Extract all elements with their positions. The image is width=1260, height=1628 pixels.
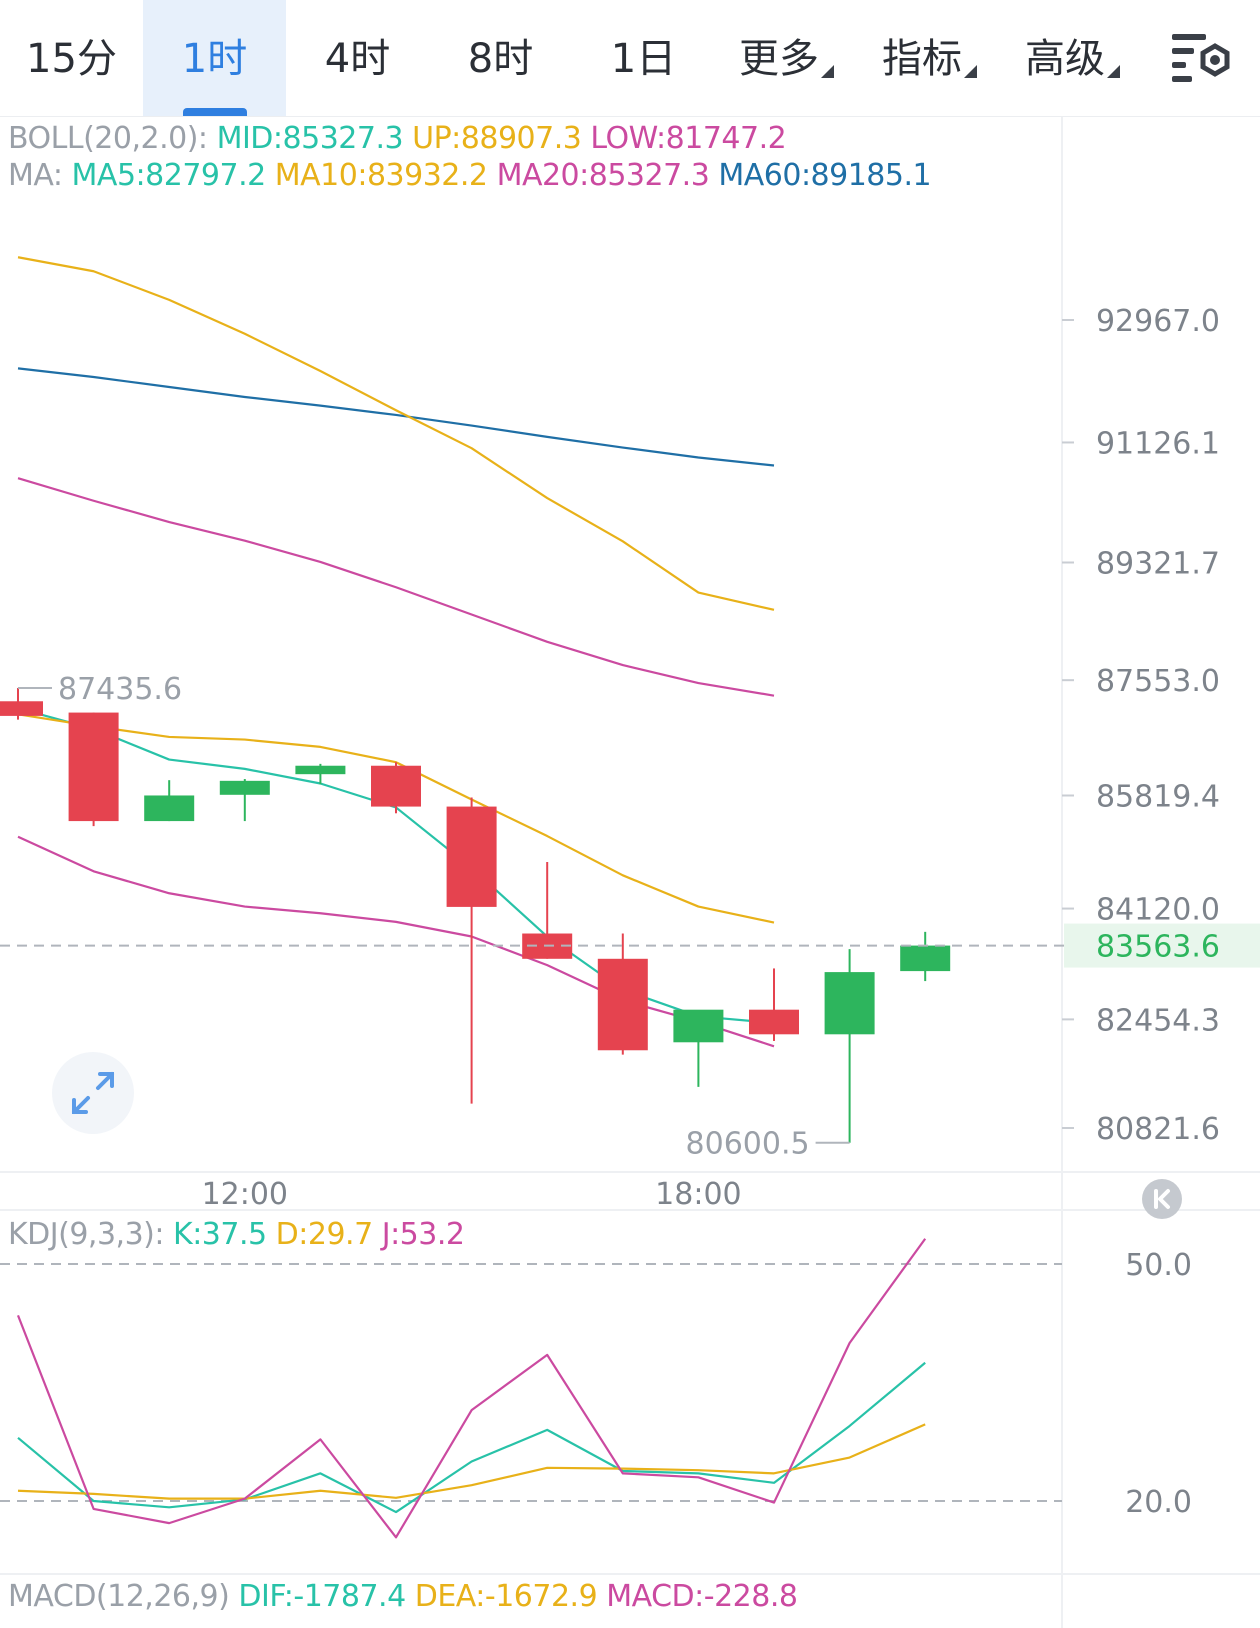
kdj-axis-label: 50.0 bbox=[1125, 1248, 1192, 1283]
tab-label: 1时 bbox=[181, 36, 248, 82]
candle-body bbox=[295, 765, 346, 775]
candle bbox=[219, 779, 270, 822]
kdj-legend-name: KDJ(9,3,3): bbox=[8, 1217, 164, 1252]
active-tab-indicator bbox=[182, 108, 247, 116]
candle-body bbox=[219, 780, 270, 795]
price-axis-label: 92967.0 bbox=[1096, 304, 1220, 339]
price-axis-label: 82454.3 bbox=[1096, 1003, 1220, 1038]
tab-3[interactable]: 8时 bbox=[429, 0, 572, 116]
ma5-value: MA5:82797.2 bbox=[71, 158, 267, 193]
kdj-line-j bbox=[16, 1238, 927, 1539]
candle bbox=[522, 861, 573, 959]
boll-legend-name: BOLL(20,2.0): bbox=[8, 121, 208, 156]
tab-label: 1日 bbox=[610, 36, 677, 82]
timeframe-tab-bar: 15分 1时 4时 8时 1日 更多 指标 高级 bbox=[0, 0, 1260, 117]
kdj-d-value: D:29.7 bbox=[275, 1217, 374, 1252]
kdj-legend: KDJ(9,3,3): K:37.5 D:29.7 J:53.2 bbox=[8, 1216, 465, 1253]
last-price-badge bbox=[1064, 923, 1260, 968]
candle-body bbox=[824, 972, 875, 1035]
dropdown-caret-icon bbox=[1107, 65, 1120, 78]
tab-label: 高级 bbox=[1025, 36, 1105, 82]
series-line-boll-up bbox=[17, 256, 775, 611]
price-axis-label: 84120.0 bbox=[1096, 893, 1220, 928]
ma10-value: MA10:83932.2 bbox=[274, 158, 488, 193]
candle-body bbox=[144, 795, 195, 822]
kdj-line-d bbox=[17, 1423, 926, 1500]
expand-chart-button[interactable] bbox=[52, 1052, 134, 1134]
tab-label: 更多 bbox=[739, 36, 819, 82]
macd-histogram-value: MACD:-228.8 bbox=[606, 1579, 798, 1614]
tab-7[interactable]: 高级 bbox=[1001, 0, 1144, 116]
kdj-k-value: K:37.5 bbox=[173, 1217, 267, 1252]
tab-label: 15分 bbox=[26, 36, 117, 82]
tab-6[interactable]: 指标 bbox=[858, 0, 1001, 116]
candle bbox=[0, 687, 43, 720]
tab-4[interactable]: 1日 bbox=[572, 0, 715, 116]
candle bbox=[295, 763, 346, 785]
main-indicator-legend: BOLL(20,2.0): MID:85327.3 UP:88907.3 LOW… bbox=[8, 120, 932, 194]
ma-legend-name: MA: bbox=[8, 158, 63, 193]
candle bbox=[749, 968, 799, 1041]
ma20-value: MA20:85327.3 bbox=[496, 158, 710, 193]
candle bbox=[144, 780, 195, 822]
tab-label: 4时 bbox=[324, 36, 391, 82]
tab-2[interactable]: 4时 bbox=[286, 0, 429, 116]
tab-5[interactable]: 更多 bbox=[715, 0, 858, 116]
boll-up-value: UP:88907.3 bbox=[412, 121, 582, 156]
candle bbox=[900, 931, 951, 982]
candle-body bbox=[749, 1009, 799, 1035]
macd-dea-value: DEA:-1672.9 bbox=[414, 1579, 598, 1614]
macd-legend: MACD(12,26,9) DIF:-1787.4 DEA:-1672.9 MA… bbox=[8, 1578, 798, 1615]
macd-legend-name: MACD(12,26,9) bbox=[8, 1579, 230, 1614]
kdj-line-k bbox=[17, 1361, 926, 1514]
series-line-ma60 bbox=[17, 367, 775, 467]
kdj-j-value: J:53.2 bbox=[381, 1217, 465, 1252]
boll-legend-row: BOLL(20,2.0): MID:85327.3 UP:88907.3 LOW… bbox=[8, 120, 931, 157]
price-axis-label: 91126.1 bbox=[1096, 426, 1220, 461]
candle bbox=[371, 762, 421, 814]
boll-mid-value: MID:85327.3 bbox=[216, 121, 404, 156]
macd-dif-value: DIF:-1787.4 bbox=[238, 1579, 406, 1614]
dropdown-caret-icon bbox=[821, 65, 834, 78]
price-axis-label: 87553.0 bbox=[1096, 664, 1220, 699]
candle-body bbox=[673, 1009, 724, 1043]
series-line-boll-low bbox=[17, 835, 775, 1048]
tab-label: 指标 bbox=[882, 36, 962, 82]
dropdown-caret-icon bbox=[964, 65, 977, 78]
price-axis-label: 89321.7 bbox=[1096, 547, 1220, 582]
candle-body bbox=[900, 945, 951, 972]
candle bbox=[824, 949, 875, 1143]
series-line-ma20 bbox=[17, 477, 775, 697]
kdj-axis-label: 20.0 bbox=[1125, 1485, 1192, 1520]
tab-1[interactable]: 1时 bbox=[143, 0, 286, 116]
tab-label: 8时 bbox=[467, 36, 534, 82]
tab-0[interactable]: 15分 bbox=[0, 0, 143, 116]
time-axis-label: 12:00 bbox=[202, 1177, 288, 1212]
expand-icon bbox=[72, 1072, 114, 1114]
ma60-value: MA60:89185.1 bbox=[718, 158, 932, 193]
price-axis-label: 85819.4 bbox=[1096, 780, 1220, 815]
candle bbox=[673, 1009, 724, 1087]
candle-body bbox=[446, 806, 497, 907]
skip-to-end-icon bbox=[1154, 1189, 1170, 1209]
candle-body bbox=[68, 712, 119, 822]
candle-body bbox=[371, 765, 421, 807]
ma-legend-row: MA: MA5:82797.2 MA10:83932.2 MA20:85327.… bbox=[8, 157, 932, 194]
candle bbox=[446, 797, 497, 1104]
boll-low-value: LOW:81747.2 bbox=[590, 121, 787, 156]
candle-body bbox=[597, 958, 648, 1051]
candle bbox=[597, 933, 648, 1055]
price-axis-label: 80821.6 bbox=[1096, 1112, 1220, 1147]
min-price-marker: 80600.5 bbox=[686, 1127, 810, 1162]
last-price-label: 83563.6 bbox=[1096, 930, 1220, 965]
candle-body bbox=[0, 701, 43, 716]
candle bbox=[68, 712, 119, 827]
series-line-ma5 bbox=[17, 707, 775, 1025]
time-axis-label: 18:00 bbox=[655, 1177, 741, 1212]
series-line-ma10 bbox=[17, 713, 775, 924]
scroll-to-latest-button[interactable] bbox=[1142, 1179, 1182, 1219]
chart-settings-icon[interactable] bbox=[1170, 30, 1234, 86]
max-price-marker: 87435.6 bbox=[58, 672, 182, 707]
